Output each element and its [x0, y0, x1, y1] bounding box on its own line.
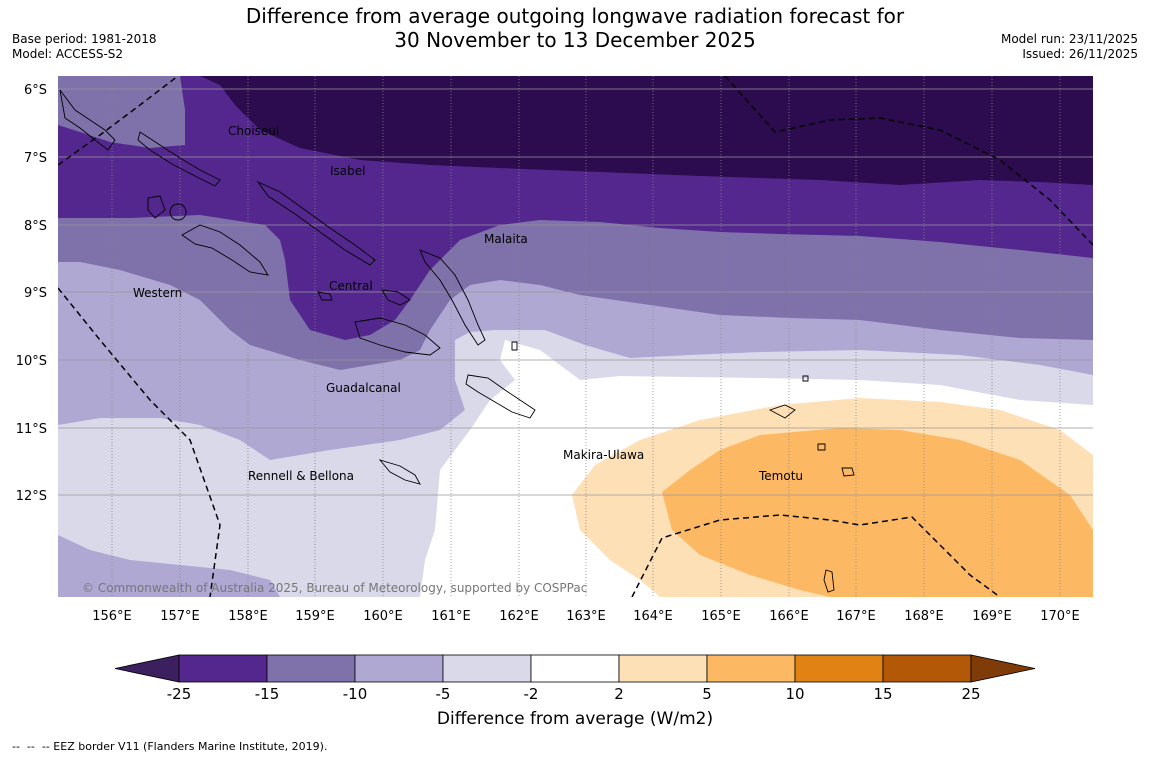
title-line-1: Difference from average outgoing longwav… [245, 4, 905, 28]
vanikoro-coast [817, 443, 826, 451]
lon-label: 168°E [904, 609, 944, 624]
lon-label: 157°E [160, 609, 200, 624]
lat-label: 10°S [16, 354, 47, 369]
colorbar-segment [618, 654, 708, 683]
colorbar-tick: -15 [255, 685, 280, 700]
label-temotu: Temotu [758, 469, 803, 483]
model-name: Model: ACCESS-S2 [12, 47, 124, 61]
reef-islands-coast [802, 375, 809, 382]
lat-label: 6°S [24, 83, 47, 98]
anuta-coast [823, 569, 835, 593]
lon-axis: 156°E 157°E 158°E 159°E 160°E 161°E 162°… [92, 609, 1080, 624]
label-rennell-bellona: Rennell & Bellona [248, 469, 354, 483]
lat-label: 12°S [16, 489, 47, 504]
guadalcanal-coast [354, 317, 441, 356]
colorbar-segment [266, 654, 356, 683]
lon-label: 161°E [431, 609, 471, 624]
russell-islands-coast [317, 291, 333, 301]
colorbar-segment [794, 654, 884, 683]
label-malaita: Malaita [484, 232, 528, 246]
lon-label: 160°E [363, 609, 403, 624]
base-period: Base period: 1981-2018 [12, 32, 157, 46]
band-bottom-left [58, 535, 280, 597]
chart-title: Difference from average outgoing longwav… [0, 4, 1150, 52]
province-labels: Choiseul Isabel Malaita Western Central … [133, 124, 803, 483]
label-guadalcanal: Guadalcanal [326, 381, 401, 395]
anomaly-field [58, 76, 1093, 597]
colorbar-tick: 25 [961, 685, 980, 700]
colorbar-segment [442, 654, 532, 683]
colorbar-tick: -10 [343, 685, 368, 700]
makira-coast [465, 374, 536, 419]
lat-gridlines [58, 88, 1093, 496]
lon-label: 170°E [1040, 609, 1080, 624]
isabel-coast [256, 180, 376, 266]
coastlines [59, 89, 855, 593]
lat-axis: 6°S 7°S 8°S 9°S 10°S 11°S 12°S [16, 83, 47, 504]
label-western: Western [133, 286, 182, 300]
lon-label: 164°E [633, 609, 673, 624]
malaita-coast [419, 249, 486, 346]
colorbar-extend-high [970, 654, 1036, 683]
title-line-2: 30 November to 13 December 2025 [394, 28, 756, 52]
lon-label: 159°E [295, 609, 335, 624]
new-georgia-coast [181, 224, 269, 276]
label-isabel: Isabel [330, 164, 365, 178]
band-5-to-10 [662, 428, 1093, 597]
lat-label: 11°S [16, 422, 47, 437]
map: Choiseul Isabel Malaita Western Central … [16, 76, 1093, 700]
colorbar [114, 654, 1036, 683]
lon-label: 169°E [972, 609, 1012, 624]
eez-border [58, 76, 1093, 597]
copyright-text: © Commonwealth of Australia 2025, Bureau… [82, 581, 587, 595]
colorbar-tick: 15 [873, 685, 892, 700]
ulawa-coast [511, 341, 518, 351]
colorbar-tick: 10 [785, 685, 804, 700]
meta-right: Model run: 23/11/2025 Issued: 26/11/2025 [1001, 32, 1138, 62]
meta-left: Base period: 1981-2018 Model: ACCESS-S2 [12, 32, 157, 62]
lon-label: 166°E [769, 609, 809, 624]
colorbar-tick: -2 [524, 685, 539, 700]
kolombangara-coast [169, 203, 187, 221]
label-choiseul: Choiseul [228, 124, 279, 138]
colorbar-segment [530, 654, 620, 683]
colorbar-tick: -25 [167, 685, 192, 700]
choiseul-coast [137, 131, 221, 187]
vella-lavella-coast [147, 195, 166, 219]
eez-footnote: -- -- -- EEZ border V11 (Flanders Marine… [12, 740, 328, 753]
colorbar-tick: -5 [436, 685, 451, 700]
lon-label: 162°E [499, 609, 539, 624]
colorbar-tick: 5 [702, 685, 712, 700]
lon-label: 156°E [92, 609, 132, 624]
colorbar-segment [706, 654, 796, 683]
band-blob-top-left [58, 76, 185, 148]
label-central: Central [329, 279, 373, 293]
colorbar-segment [178, 654, 268, 683]
band-below-minus-25 [200, 76, 1093, 185]
colorbar-tick: 2 [614, 685, 624, 700]
colorbar-ticks: -25 -15 -10 -5 -2 2 5 10 15 25 [167, 685, 981, 700]
lat-label: 9°S [24, 286, 47, 301]
model-run: Model run: 23/11/2025 [1000, 32, 1138, 46]
florida-islands-coast [381, 289, 411, 306]
colorbar-segment [354, 654, 444, 683]
ndeni-coast [841, 467, 855, 477]
lon-label: 165°E [701, 609, 741, 624]
label-makira-ulawa: Makira-Ulawa [563, 448, 644, 462]
issued-date: Issued: 26/11/2025 [1022, 47, 1138, 61]
colorbar-label: Difference from average (W/m2) [436, 709, 714, 729]
rennell-coast [378, 459, 421, 485]
lat-label: 7°S [24, 151, 47, 166]
lon-label: 163°E [566, 609, 606, 624]
lon-label: 158°E [228, 609, 268, 624]
lat-label: 8°S [24, 219, 47, 234]
colorbar-extend-low [114, 654, 180, 683]
santa-cruz-coast [768, 404, 796, 419]
colorbar-segment [882, 654, 972, 683]
bougainville-coast [59, 89, 116, 151]
lon-label: 167°E [836, 609, 876, 624]
